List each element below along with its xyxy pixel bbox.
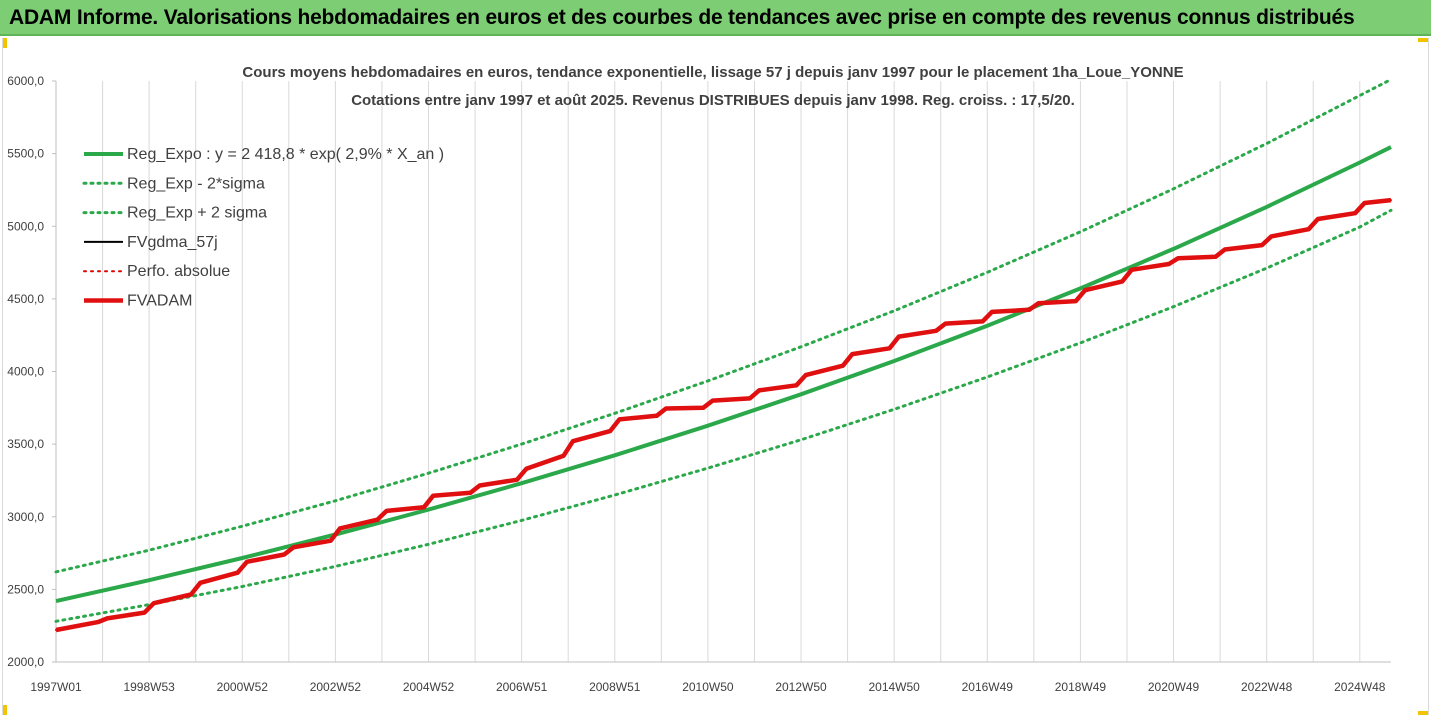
x-tick-label: 2004W52 <box>403 680 455 694</box>
y-tick-label: 4000,0 <box>7 365 44 379</box>
legend-label: FVgdma_57j <box>127 234 218 251</box>
series-line-5 <box>55 197 1392 633</box>
series-line-1 <box>54 208 1393 623</box>
series-line-0 <box>55 145 1392 604</box>
banner: ADAM Informe. Valorisations hebdomadaire… <box>0 0 1431 36</box>
legend-label: FVADAM <box>127 293 192 310</box>
y-tick-label: 4500,0 <box>7 292 44 306</box>
y-tick-label: 2500,0 <box>7 582 44 596</box>
banner-title: ADAM Informe. Valorisations hebdomadaire… <box>9 6 1355 29</box>
series-layer <box>54 78 1393 633</box>
y-tick-label: 5000,0 <box>7 219 44 233</box>
y-tick-label: 3000,0 <box>7 510 44 524</box>
series-line-3 <box>55 199 1392 631</box>
chart-frame <box>2 38 1429 715</box>
legend-label: Reg_Exp + 2 sigma <box>127 205 267 222</box>
y-tick-label: 6000,0 <box>7 74 44 88</box>
x-tick-label: 2024W48 <box>1334 680 1386 694</box>
chart-subtitle: Cotations entre janv 1997 et août 2025. … <box>351 92 1075 109</box>
x-axis: 1997W01 1998W53 2000W52 2002W52 2004W52 2006W… <box>30 680 1385 694</box>
corner-mark <box>1418 711 1428 715</box>
x-tick-label: 2000W52 <box>217 680 269 694</box>
x-tick-label: 2002W52 <box>310 680 362 694</box>
gridlines <box>55 81 1391 663</box>
x-tick-label: 2018W49 <box>1055 680 1107 694</box>
x-tick-label: 2010W50 <box>682 680 734 694</box>
y-axis: 2000,0 2500,0 3000,0 3500,0 4000,0 4500,0 5000… <box>7 74 56 669</box>
series-line-2 <box>54 78 1393 574</box>
y-tick-label: 3500,0 <box>7 437 44 451</box>
x-tick-label: 2012W50 <box>775 680 827 694</box>
x-tick-label: 1997W01 <box>30 680 82 694</box>
legend-label: Perfo. absolue <box>127 263 230 280</box>
x-tick-label: 2006W51 <box>496 680 548 694</box>
x-tick-label: 2008W51 <box>589 680 641 694</box>
x-tick-label: 1998W53 <box>123 680 175 694</box>
corner-mark <box>3 38 7 48</box>
corner-mark <box>1418 38 1428 42</box>
x-tick-label: 2020W49 <box>1148 680 1200 694</box>
legend-label: Reg_Expo : y = 2 418,8 * exp( 2,9% * X_a… <box>127 146 444 163</box>
y-tick-label: 5500,0 <box>7 147 44 161</box>
chart-title: Cours moyens hebdomadaires en euros, ten… <box>242 64 1183 81</box>
x-tick-label: 2014W50 <box>868 680 920 694</box>
legend: Reg_Expo : y = 2 418,8 * exp( 2,9% * X_a… <box>82 146 444 310</box>
series-line-4 <box>55 199 1392 631</box>
legend-label: Reg_Exp - 2*sigma <box>127 175 265 192</box>
y-tick-label: 2000,0 <box>7 655 44 669</box>
x-tick-label: 2016W49 <box>962 680 1014 694</box>
x-tick-label: 2022W48 <box>1241 680 1293 694</box>
corner-mark <box>3 705 7 715</box>
